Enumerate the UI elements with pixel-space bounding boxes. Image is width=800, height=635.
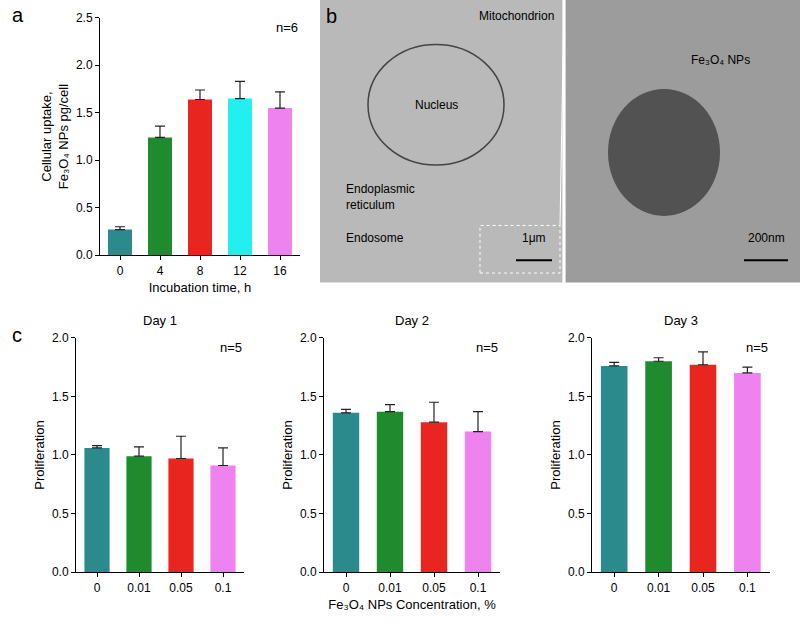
svg-text:0.0: 0.0 [76, 248, 93, 262]
svg-text:0.0: 0.0 [568, 565, 585, 579]
svg-text:200nm: 200nm [748, 231, 785, 245]
svg-text:0.0: 0.0 [52, 565, 69, 579]
svg-text:0.5: 0.5 [52, 507, 69, 521]
svg-text:Fe₃O₄ NPs: Fe₃O₄ NPs [691, 53, 750, 67]
svg-text:2.0: 2.0 [76, 58, 93, 72]
svg-text:0.01: 0.01 [127, 581, 151, 595]
svg-text:Proliferation: Proliferation [280, 420, 295, 489]
svg-text:Proliferation: Proliferation [548, 420, 563, 489]
svg-text:16: 16 [273, 264, 287, 278]
svg-text:0.05: 0.05 [169, 581, 193, 595]
svg-text:12: 12 [233, 264, 247, 278]
svg-text:1.5: 1.5 [76, 106, 93, 120]
svg-text:c: c [12, 324, 22, 346]
svg-text:0.5: 0.5 [300, 507, 317, 521]
svg-text:1.5: 1.5 [568, 390, 585, 404]
svg-text:0.1: 0.1 [739, 581, 756, 595]
svg-text:0.5: 0.5 [76, 201, 93, 215]
svg-text:n=5: n=5 [220, 340, 242, 355]
svg-text:4: 4 [157, 264, 164, 278]
svg-text:Endosome: Endosome [346, 231, 404, 245]
svg-text:0.05: 0.05 [422, 581, 446, 595]
svg-text:0: 0 [343, 581, 350, 595]
svg-text:Endoplasmicreticulum: Endoplasmicreticulum [346, 182, 415, 212]
svg-text:Fe₃O₄ NPs Concentration, %: Fe₃O₄ NPs Concentration, % [328, 597, 496, 612]
svg-text:n=6: n=6 [276, 20, 298, 35]
svg-text:Day 2: Day 2 [395, 313, 429, 328]
svg-text:0.1: 0.1 [470, 581, 487, 595]
svg-text:Incubation time, h: Incubation time, h [149, 280, 252, 295]
svg-text:0.01: 0.01 [647, 581, 671, 595]
svg-text:0.1: 0.1 [215, 581, 232, 595]
svg-text:1.0: 1.0 [52, 448, 69, 462]
svg-text:0.0: 0.0 [300, 565, 317, 579]
svg-text:2.0: 2.0 [568, 331, 585, 345]
svg-text:1.0: 1.0 [76, 153, 93, 167]
svg-text:0: 0 [117, 264, 124, 278]
svg-text:Nucleus: Nucleus [415, 98, 458, 112]
svg-text:0: 0 [94, 581, 101, 595]
svg-text:2.0: 2.0 [52, 331, 69, 345]
svg-text:1.5: 1.5 [52, 390, 69, 404]
svg-text:Day 1: Day 1 [143, 313, 177, 328]
svg-text:n=5: n=5 [476, 340, 498, 355]
svg-text:Day 3: Day 3 [664, 313, 698, 328]
svg-text:0.05: 0.05 [691, 581, 715, 595]
svg-text:Proliferation: Proliferation [32, 420, 47, 489]
svg-text:1.5: 1.5 [300, 390, 317, 404]
svg-text:2.5: 2.5 [76, 11, 93, 25]
svg-text:Cellular uptake,Fe₃O₄ NPs pg/c: Cellular uptake,Fe₃O₄ NPs pg/cell [39, 84, 71, 189]
svg-text:2.0: 2.0 [300, 331, 317, 345]
svg-text:n=5: n=5 [746, 340, 768, 355]
svg-text:1μm: 1μm [522, 231, 546, 245]
svg-text:0.5: 0.5 [568, 507, 585, 521]
svg-text:8: 8 [197, 264, 204, 278]
svg-text:Mitochondrion: Mitochondrion [479, 9, 554, 23]
svg-text:0: 0 [611, 581, 618, 595]
svg-text:b: b [326, 5, 337, 27]
svg-text:1.0: 1.0 [300, 448, 317, 462]
svg-text:a: a [12, 4, 24, 26]
svg-text:0.01: 0.01 [378, 581, 402, 595]
svg-text:1.0: 1.0 [568, 448, 585, 462]
